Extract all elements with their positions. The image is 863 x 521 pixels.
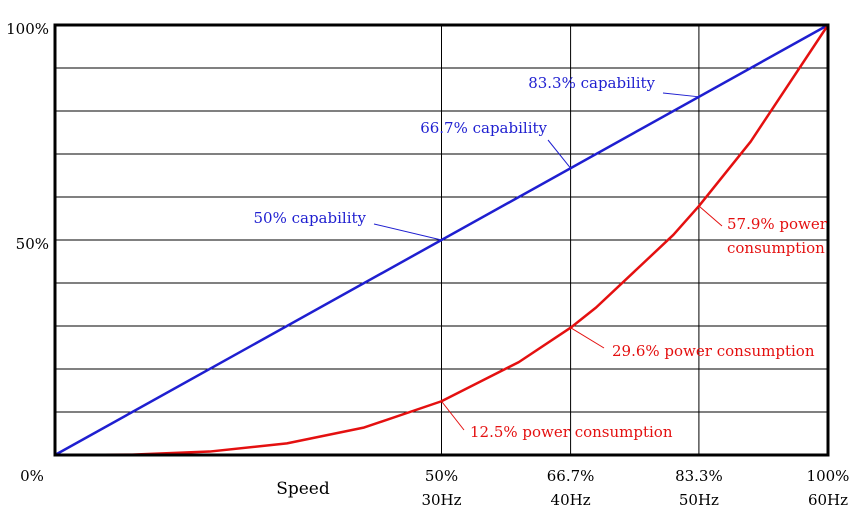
y-tick-label: 100% [6, 20, 49, 38]
annotation-label-line2: consumption [727, 239, 825, 257]
x-tick-sublabel: 50Hz [679, 491, 719, 509]
x-tick-label: 100% [807, 467, 850, 485]
x-tick-label: 50% [425, 467, 458, 485]
annotation-label: 83.3% capability [528, 74, 655, 92]
x-tick-sublabel: 40Hz [551, 491, 591, 509]
annotation-leader [373, 223, 442, 241]
x-tick-label: 83.3% [675, 467, 723, 485]
x-tick-sublabel: 60Hz [808, 491, 848, 509]
x-tick-sublabel: 30Hz [421, 491, 461, 509]
plot-frame [53, 23, 830, 457]
annotation-label: 12.5% power consumption [470, 423, 673, 441]
annotation-label: 29.6% power consumption [612, 342, 815, 360]
annotation-label: 57.9% power [727, 215, 828, 233]
x-tick-label: 0% [20, 467, 44, 485]
y-tick-label: 50% [16, 235, 49, 253]
annotation-leader [698, 205, 723, 227]
annotations: 50% capability 66.7% capability 83.3% capa… [254, 74, 828, 441]
annotation-leaders [373, 92, 723, 431]
annotation-label: 50% capability [254, 209, 367, 227]
annotation-label: 66.7% capability [420, 119, 547, 137]
x-tick-label: 66.7% [547, 467, 595, 485]
annotation-leader [441, 400, 465, 431]
tick-labels: 0% 50% 30Hz 66.7% 40Hz 83.3% 50Hz 100% 60Hz 50% 10… [6, 20, 849, 509]
annotation-leader [547, 139, 571, 169]
x-axis-label: Speed [276, 479, 330, 499]
annotation-leader [662, 92, 699, 98]
annotation-leader [570, 327, 605, 349]
